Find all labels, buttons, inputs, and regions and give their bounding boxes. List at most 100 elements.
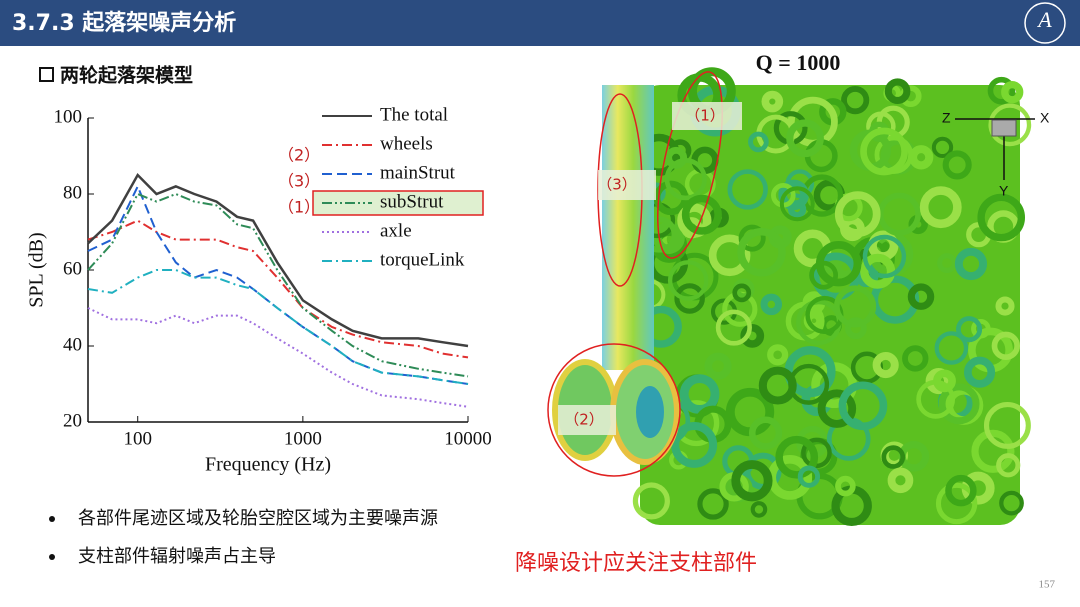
vortex <box>977 193 1026 242</box>
vortex <box>841 86 870 115</box>
vortex <box>817 389 857 428</box>
legend-annotation: （2） <box>278 146 320 165</box>
title-bar <box>0 0 1080 46</box>
label-bg <box>598 170 656 200</box>
vortex <box>995 296 1015 316</box>
chart: 20 40 60 80 100 100 1000 10000 Frequency (Hz) SPL… <box>26 104 492 475</box>
page-number: 157 <box>1039 579 1056 591</box>
section-title: 两轮起落架模型 <box>60 64 193 87</box>
vortex <box>748 131 769 153</box>
vortex <box>919 186 962 229</box>
x-tick-label: 1000 <box>284 428 322 449</box>
vortex <box>760 293 783 316</box>
vortex <box>697 488 729 520</box>
vortex <box>971 429 1015 473</box>
legend-label: wheels <box>380 133 433 154</box>
legend-label: axle <box>380 220 412 241</box>
vortex <box>881 445 906 469</box>
vortex <box>667 260 709 301</box>
legend-annotation: （1） <box>278 198 320 217</box>
callout-label: （3） <box>597 176 637 194</box>
vortex <box>797 465 821 488</box>
vortex <box>738 224 766 252</box>
vortex <box>945 474 977 507</box>
vortex <box>887 467 914 494</box>
vortex <box>916 379 956 419</box>
axis-box <box>991 119 1017 137</box>
legend-label: mainStrut <box>380 162 456 183</box>
legend-label: torqueLink <box>380 249 465 270</box>
figure: Q = 1000 （1） （3） （2） Z X Y <box>547 50 1050 527</box>
y-tick-label: 40 <box>63 334 82 355</box>
vortex <box>937 253 957 273</box>
vortex <box>748 416 783 450</box>
callout-label: （1） <box>685 107 725 125</box>
callout <box>657 71 723 259</box>
vortex <box>632 482 670 520</box>
bullet-dot <box>49 554 55 560</box>
vortex <box>761 90 784 113</box>
y-axis-label: SPL (dB) <box>26 232 48 307</box>
vortex <box>727 169 768 210</box>
vortex <box>801 437 832 469</box>
legend-annotation: （3） <box>278 172 320 191</box>
vortex <box>664 158 707 201</box>
series-line <box>87 307 469 408</box>
strut <box>602 85 654 370</box>
vortex <box>884 78 911 105</box>
vortex <box>991 331 1020 361</box>
bullet: 各部件尾迹区域及轮胎空腔区域为主要噪声源 <box>78 508 438 529</box>
vortex <box>815 240 862 287</box>
vortex <box>963 356 996 388</box>
vortex <box>983 401 1031 449</box>
logo <box>1024 2 1066 44</box>
vortex <box>908 145 934 170</box>
vortex <box>942 150 972 180</box>
vortex <box>786 119 824 158</box>
vortex <box>679 374 720 414</box>
vortex <box>838 381 888 431</box>
vortex <box>708 234 751 277</box>
vortex <box>740 323 765 348</box>
section-bullet <box>39 67 54 82</box>
vortex <box>674 283 705 314</box>
vortex <box>955 316 983 343</box>
callout <box>547 343 681 477</box>
y-tick-label: 60 <box>63 258 82 279</box>
vortex <box>938 383 980 425</box>
vortex <box>907 283 935 310</box>
vortex <box>954 247 988 281</box>
vortex <box>931 136 954 159</box>
vortex <box>999 490 1024 516</box>
vortex <box>671 422 718 468</box>
axis-label: Y <box>999 183 1009 199</box>
vortex <box>862 234 907 279</box>
vortex <box>767 344 789 366</box>
vortex <box>844 317 867 340</box>
y-tick-label: 80 <box>63 182 82 203</box>
slide-title: 3.7.3 起落架噪声分析 <box>12 10 236 36</box>
series-line <box>87 192 469 378</box>
vortex <box>934 331 969 365</box>
vortex <box>704 352 732 380</box>
bullet: 支柱部件辐射噪声占主导 <box>78 546 276 567</box>
vortex <box>987 76 1016 105</box>
label-bg <box>672 102 742 130</box>
figure-title: Q = 1000 <box>756 50 841 75</box>
vortex <box>775 435 819 479</box>
vortex <box>988 103 1032 147</box>
vortex <box>715 309 752 346</box>
axis-label: X <box>1040 110 1050 126</box>
bullet-dot <box>49 516 55 522</box>
y-tick-label: 20 <box>63 410 82 431</box>
label-bg <box>558 405 616 435</box>
note: 降噪设计应关注支柱部件 <box>515 551 757 576</box>
x-tick-label: 100 <box>123 428 152 449</box>
legend-label: The total <box>380 104 448 125</box>
vortex <box>872 351 899 379</box>
x-tick-label: 10000 <box>444 428 492 449</box>
series-line <box>87 219 469 359</box>
vortex <box>681 194 722 235</box>
vortex <box>860 127 908 176</box>
